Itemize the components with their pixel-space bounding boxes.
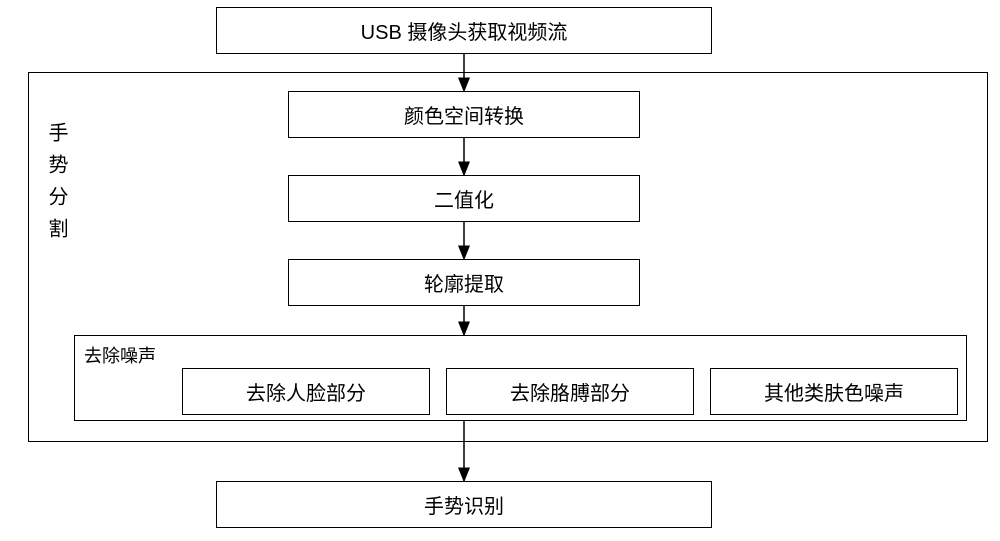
node-label: USB 摄像头获取视频流 <box>361 16 568 45</box>
node-contour-extract: 轮廓提取 <box>288 259 640 306</box>
node-usb-camera: USB 摄像头获取视频流 <box>216 7 712 54</box>
node-gesture-recog: 手势识别 <box>216 481 712 528</box>
node-remove-arm: 去除胳膊部分 <box>446 368 694 415</box>
node-label: 去除胳膊部分 <box>510 377 630 406</box>
noise-removal-group-label: 去除噪声 <box>84 342 156 368</box>
node-color-space: 颜色空间转换 <box>288 91 640 138</box>
node-label: 轮廓提取 <box>424 268 504 297</box>
node-label: 其他类肤色噪声 <box>764 377 904 406</box>
node-other-skin-noise: 其他类肤色噪声 <box>710 368 958 415</box>
node-remove-face: 去除人脸部分 <box>182 368 430 415</box>
node-label: 去除人脸部分 <box>246 377 366 406</box>
node-binarization: 二值化 <box>288 175 640 222</box>
node-label: 颜色空间转换 <box>404 100 524 129</box>
segmentation-group-label: 手势分割 <box>42 122 71 250</box>
node-label: 手势识别 <box>424 490 504 519</box>
node-label: 二值化 <box>434 184 494 213</box>
